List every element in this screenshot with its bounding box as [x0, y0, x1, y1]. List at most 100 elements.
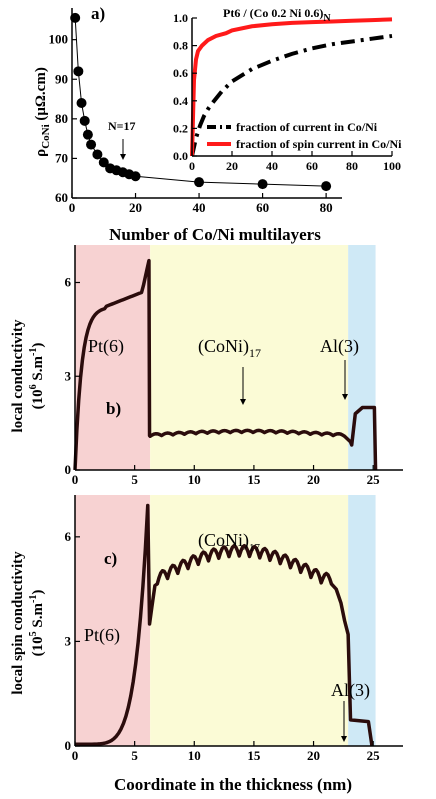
panel-a-x-tick-label: 80: [320, 200, 333, 215]
panel-a-point: [86, 139, 97, 150]
inset-y-tick-label: 0.4: [173, 94, 188, 108]
panel-a-y-axis-label: ρCoNi (μΩ.cm): [33, 67, 52, 157]
panel-c-x-tick-label: 15: [247, 748, 261, 763]
panel-b-x-tick-label: 10: [188, 472, 201, 487]
panel-a-axes: 0 20 40 60 80 60 70 80 90 100: [49, 8, 342, 215]
panel-a-point: [82, 129, 93, 140]
panel-b-coni-main: (CoNi): [198, 336, 249, 357]
inset-background: [192, 18, 392, 156]
inset-x-tick-label: 40: [266, 159, 278, 173]
panel-a-y-label-main: ρ: [33, 149, 49, 157]
panel-a-point: [98, 157, 109, 168]
inset-y-tick-label: 0.8: [173, 39, 188, 53]
panel-c-al-annotation: Al(3): [331, 680, 370, 701]
inset-y-tick-label: 0.0: [173, 149, 188, 163]
panel-a-x-axis-label: Number of Co/Ni multilayers: [109, 225, 321, 244]
panel-b-conductivity-chart: 0 5 10 15 20 25 0 3 6 b) Pt(6) (CoNi)17 Al(3) lo…: [10, 245, 403, 487]
panel-a-point: [92, 149, 103, 160]
panel-c-x-tick-label: 25: [367, 748, 381, 763]
panel-a-marks: [70, 12, 332, 192]
panel-a-point: [194, 177, 205, 188]
panel-a-point: [79, 115, 90, 126]
inset-y-tick-label: 0.6: [173, 66, 188, 80]
panel-a-y-tick-label: 90: [55, 71, 68, 86]
inset-x-tick-label: 100: [383, 159, 401, 173]
panel-c-al-arrow-head: [341, 736, 347, 742]
panel-b-y2-sup: 6: [28, 384, 39, 389]
panel-a-resistivity-chart: 0 20 40 60 80 60 70 80 90 100 a) N=17 Number of C…: [33, 4, 402, 244]
panel-c-y2-end: ): [30, 590, 46, 595]
panel-c-region: [348, 495, 376, 746]
panel-b-x-tick-label: 0: [72, 472, 79, 487]
panel-c-x-tick-label: 20: [307, 748, 320, 763]
panel-c-y-label-line2: (105 S.m-1): [28, 590, 46, 657]
panel-b-y2-post: S.m: [30, 356, 46, 385]
panel-c-y-tick-label: 3: [65, 633, 72, 648]
panel-b-coni-annotation: (CoNi)17: [198, 336, 261, 360]
panel-a-x-tick-label: 0: [69, 200, 76, 215]
panel-a-x-tick-label: 20: [129, 200, 142, 215]
panel-a-point: [76, 98, 87, 108]
panel-b-y2-sup2: -1: [28, 348, 39, 356]
panel-b-y-label-line2: (106 S.m-1): [28, 343, 46, 410]
panel-c-coni-annotation: (CoNi)17: [198, 530, 261, 554]
panel-a-point: [321, 181, 332, 192]
legend-current-label: fraction of current in Co/Ni: [236, 120, 378, 134]
panel-c-regions: [75, 495, 376, 746]
inset-current-line: [190, 33, 393, 157]
panel-b-y-tick-label: 6: [65, 275, 72, 290]
panel-c-y-label-line1: local spin conductivity: [10, 551, 26, 695]
inset-x-tick-label: 60: [306, 159, 318, 173]
panel-b-y2-end: ): [30, 343, 46, 348]
panel-b-label: b): [106, 399, 121, 418]
inset-title-main: Pt6 / (Co 0.2 Ni 0.6): [223, 6, 323, 20]
panel-a-point: [257, 179, 268, 190]
panel-c-label: c): [104, 549, 117, 568]
panel-b-y2-pre: (10: [30, 389, 46, 409]
panel-c-coni-main: (CoNi): [198, 530, 249, 551]
panel-c-axes: 0 5 10 15 20 25 0 3 6: [65, 495, 403, 763]
inset-x-tick-label: 20: [226, 159, 238, 173]
panel-c-region: [75, 495, 151, 746]
panel-c-y2-pre: (10: [30, 636, 46, 656]
panel-c-x-tick-label: 10: [188, 748, 201, 763]
panel-b-marks: [73, 258, 378, 471]
panel-b-pt-annotation: Pt(6): [88, 336, 124, 357]
panel-c-y2-post: S.m: [30, 603, 46, 632]
panel-c-x-tick-label: 5: [131, 748, 138, 763]
panel-c-y-tick-label: 0: [65, 738, 72, 753]
panel-c-y2-sup2: -1: [28, 595, 39, 603]
panel-c-region: [150, 495, 349, 746]
panel-b-axes: 0 5 10 15 20 25 0 3 6: [65, 245, 403, 487]
panel-b-al-annotation: Al(3): [320, 336, 359, 357]
inset-axes: 0 20 40 60 80 100 0.0 0.2 0.4 0.6 0.8 1.0: [173, 11, 401, 173]
inset-y-tick-label: 1.0: [173, 11, 188, 25]
panel-b-coni-arrow-head: [240, 399, 246, 405]
panel-a-y-tick-label: 100: [49, 32, 69, 47]
panel-a-x-tick-label: 40: [193, 200, 206, 215]
panel-c-y2-sup: 5: [28, 631, 39, 636]
panel-b-x-tick-label: 15: [247, 472, 261, 487]
panel-a-y-tick-label: 60: [55, 190, 68, 205]
panel-b-x-tick-label: 5: [131, 472, 138, 487]
inset-spin-line: [190, 17, 393, 157]
panel-a-y-tick-label: 70: [55, 150, 68, 165]
panel-b-coni-sub: 17: [249, 346, 261, 360]
inset-marks: [190, 17, 393, 157]
panel-b-x-tick-label: 25: [367, 472, 381, 487]
inset-y-tick-label: 0.2: [173, 121, 188, 135]
panel-a-x-tick-label: 60: [256, 200, 269, 215]
panel-b-regions: [75, 245, 376, 470]
panel-c-pt-annotation: Pt(6): [84, 625, 120, 646]
panel-b-al-arrow-head: [342, 394, 348, 400]
panel-b-y-tick-label: 3: [65, 368, 72, 383]
panel-a-y-label-unit: (μΩ.cm): [33, 67, 49, 124]
inset-x-tick-label: 0: [189, 159, 195, 173]
panel-a-point: [130, 171, 141, 182]
panel-b-y-label-line1: local conductivity: [10, 319, 26, 432]
panel-b-profile-line: [73, 258, 378, 471]
panel-a-point: [73, 66, 84, 77]
panel-c-x-axis-label: Coordinate in the thickness (nm): [114, 775, 352, 794]
panel-b-region: [75, 245, 151, 470]
